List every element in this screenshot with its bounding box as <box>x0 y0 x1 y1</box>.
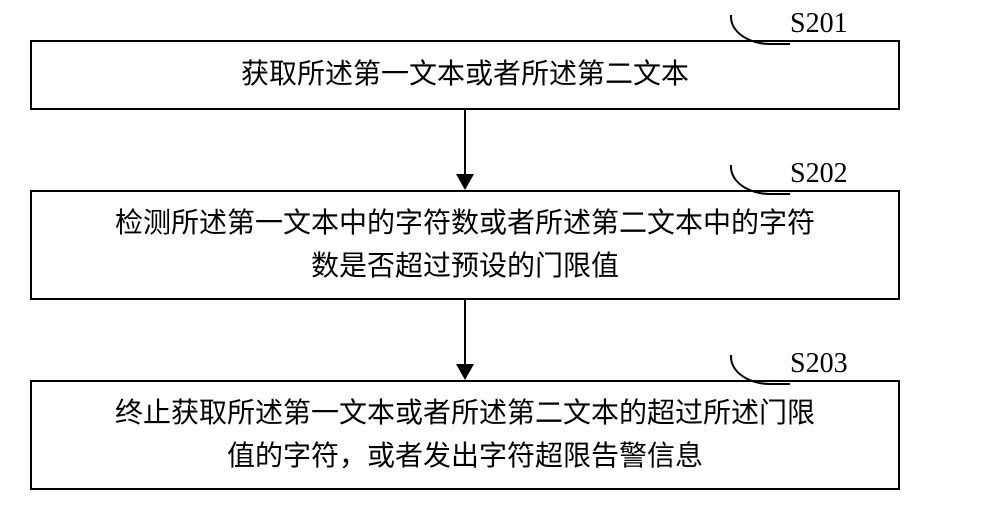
step-text-s201: 获取所述第一文本或者所述第二文本 <box>231 53 699 96</box>
arrow-shaft-2 <box>464 300 466 364</box>
arrow-head-2 <box>456 364 474 380</box>
step-label-s202: S202 <box>790 158 848 190</box>
step-box-s203: 终止获取所述第一文本或者所述第二文本的超过所述门限 值的字符，或者发出字符超限告… <box>30 380 900 490</box>
step-label-s203: S203 <box>790 348 848 380</box>
flowchart-canvas: 获取所述第一文本或者所述第二文本 S201 检测所述第一文本中的字符数或者所述第… <box>0 0 1000 505</box>
step-label-s201: S201 <box>790 8 848 40</box>
step-box-s202: 检测所述第一文本中的字符数或者所述第二文本中的字符 数是否超过预设的门限值 <box>30 190 900 300</box>
arrow-shaft-1 <box>464 110 466 174</box>
step-text-s203: 终止获取所述第一文本或者所述第二文本的超过所述门限 值的字符，或者发出字符超限告… <box>105 392 825 479</box>
step-box-s201: 获取所述第一文本或者所述第二文本 <box>30 40 900 110</box>
arrow-head-1 <box>456 174 474 190</box>
step-text-s202: 检测所述第一文本中的字符数或者所述第二文本中的字符 数是否超过预设的门限值 <box>105 202 825 289</box>
